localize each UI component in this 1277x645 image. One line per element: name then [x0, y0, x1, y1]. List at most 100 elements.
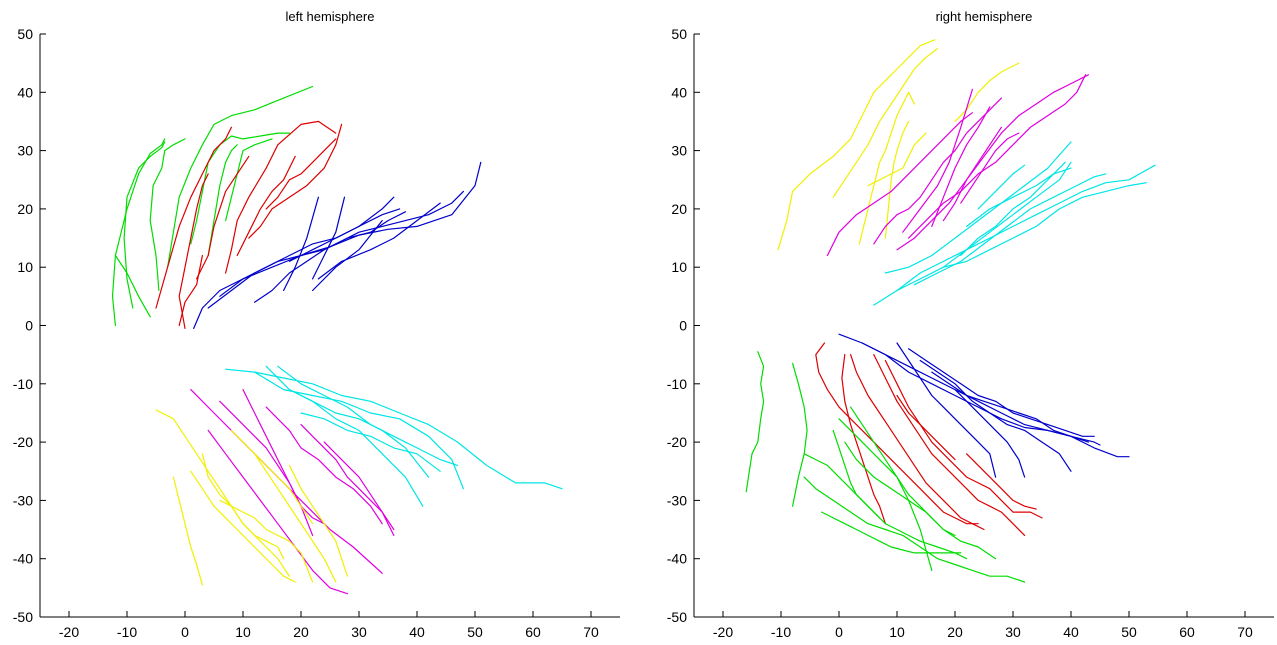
- right-y-tick-label: 50: [671, 26, 687, 42]
- right-x-tick-label: 60: [1179, 624, 1195, 640]
- left-fiber-line-blue: [207, 211, 406, 309]
- left-fiber-line-green: [167, 85, 314, 268]
- left-y-tick-label: 30: [17, 143, 33, 159]
- left-fiber-line-green: [207, 144, 238, 257]
- left-y-tick-label: -20: [13, 434, 33, 450]
- left-fiber-line-red: [225, 120, 337, 274]
- left-y-tick-label: -10: [13, 376, 33, 392]
- right-y-tick-label: -40: [667, 551, 687, 567]
- left-chart-svg: left hemisphere -50 -40 -30 -20 -10 0 10 20 30 40 5…: [13, 9, 620, 640]
- left-fiber-line-yellow: [230, 429, 314, 525]
- right-fiber-line-cyan: [896, 182, 1147, 292]
- left-fiber-line-yellow: [190, 470, 296, 583]
- right-fiber-line-red: [884, 359, 1043, 519]
- right-x-tick-label: 30: [1005, 624, 1021, 640]
- right-x-tick-label: -20: [713, 624, 733, 640]
- left-fiber-line-blue: [254, 190, 464, 303]
- right-y-tick-label: 10: [671, 259, 687, 275]
- right-chart-svg: right hemisphere -50 -40 -30 -20 -10 0 10 20 30 40…: [667, 9, 1274, 640]
- right-fiber-line-red: [896, 394, 956, 461]
- left-fiber-line-magenta: [265, 406, 383, 525]
- left-fiber-line-magenta: [242, 389, 314, 537]
- left-fiber-line-blue: [193, 161, 482, 329]
- right-fiber-line-cyan: [913, 173, 1107, 286]
- right-fiber-line-yellow: [858, 91, 915, 245]
- right-fiber-line-red: [966, 453, 1037, 510]
- right-fiber-line-green: [803, 476, 1026, 583]
- left-fiber-line-cyan: [288, 389, 424, 507]
- right-y-tick-label: 30: [671, 143, 687, 159]
- left-x-tick-label: 50: [467, 624, 483, 640]
- left-chart-title: left hemisphere: [286, 9, 375, 24]
- right-fiber-line-green: [792, 362, 808, 507]
- right-fiber-line-cyan: [873, 164, 1156, 306]
- right-x-tick-label: -10: [771, 624, 791, 640]
- right-fiber-line-cyan: [960, 161, 1066, 257]
- right-fiber-line-magenta: [942, 126, 1002, 222]
- left-fiber-line-red: [196, 155, 250, 280]
- right-fiber-line-green: [803, 453, 968, 560]
- left-fiber-line-cyan: [225, 368, 563, 490]
- right-fiber-line-yellow: [832, 47, 939, 198]
- right-fiber-line-green: [821, 511, 962, 554]
- right-y-tick-label: -50: [667, 609, 687, 625]
- left-x-tick-label: 30: [351, 624, 367, 640]
- right-fiber-line-green: [838, 418, 933, 572]
- left-fiber-line-blue: [288, 196, 395, 262]
- right-fiber-line-red: [873, 354, 1026, 537]
- left-fiber-line-cyan: [300, 412, 441, 472]
- right-fiber-line-green: [844, 441, 997, 560]
- right-fiber-line-magenta: [960, 132, 1020, 204]
- left-x-tick-label: -20: [59, 624, 79, 640]
- right-fiber-line-blue: [919, 359, 1072, 472]
- left-y-tick-label: 10: [17, 259, 33, 275]
- left-fiber-line-red: [178, 254, 203, 327]
- left-fiber-line-green: [111, 138, 166, 327]
- left-fiber-line-yellow: [288, 464, 348, 577]
- right-fiber-line-yellow: [884, 120, 910, 239]
- left-fiber-line-magenta: [207, 429, 348, 595]
- left-x-tick-label: 20: [293, 624, 309, 640]
- right-fiber-line-blue: [931, 371, 1089, 443]
- left-fiber-line-green: [149, 138, 186, 292]
- left-fiber-line-blue: [219, 208, 401, 297]
- left-fiber-line-green: [190, 132, 290, 245]
- left-y-tick-label: -30: [13, 492, 33, 508]
- right-fiber-line-magenta: [931, 106, 991, 227]
- right-x-tick-label: 10: [889, 624, 905, 640]
- left-fiber-line-blue: [312, 196, 346, 280]
- right-x-tick-label: 20: [947, 624, 963, 640]
- right-fiber-line-cyan: [884, 141, 1072, 274]
- right-fiber-line-yellow: [954, 62, 1020, 123]
- right-fiber-line-cyan: [966, 167, 1072, 227]
- right-fiber-line-blue: [861, 342, 1130, 458]
- right-fiber-line-red: [815, 342, 979, 525]
- left-fiber-line-magenta: [219, 400, 325, 525]
- right-fiber-line-blue: [896, 342, 997, 478]
- right-y-tick-label: -30: [667, 492, 687, 508]
- right-fiber-line-magenta: [896, 74, 1089, 251]
- right-y-tick-label: 40: [671, 84, 687, 100]
- right-x-tick-label: 0: [835, 624, 843, 640]
- right-x-tick-label: 50: [1121, 624, 1137, 640]
- right-hemisphere-plot: right hemisphere -50 -40 -30 -20 -10 0 10 20 30 40…: [638, 0, 1277, 645]
- right-fiber-line-magenta: [908, 74, 1087, 239]
- left-fiber-line-magenta: [323, 441, 395, 537]
- left-y-tick-label: -40: [13, 551, 33, 567]
- right-y-tick-label: -20: [667, 434, 687, 450]
- left-fiber-line-cyan: [277, 365, 459, 466]
- left-y-tick-label: 40: [17, 84, 33, 100]
- right-fiber-line-yellow: [867, 132, 927, 187]
- right-fiber-line-red: [841, 354, 886, 525]
- left-fiber-line-red: [236, 155, 296, 257]
- left-fiber-line-yellow: [254, 453, 337, 583]
- right-chart-title: right hemisphere: [936, 9, 1033, 24]
- left-y-tick-label: 0: [25, 318, 33, 334]
- right-fiber-line-magenta: [826, 112, 973, 257]
- right-x-tick-label: 70: [1237, 624, 1253, 640]
- left-fiber-line-blue: [317, 202, 441, 280]
- right-fiber-line-magenta: [902, 88, 973, 233]
- right-fiber-line-blue: [908, 348, 1095, 437]
- right-y-tick-label: 0: [679, 318, 687, 334]
- left-fiber-line-yellow: [201, 453, 285, 560]
